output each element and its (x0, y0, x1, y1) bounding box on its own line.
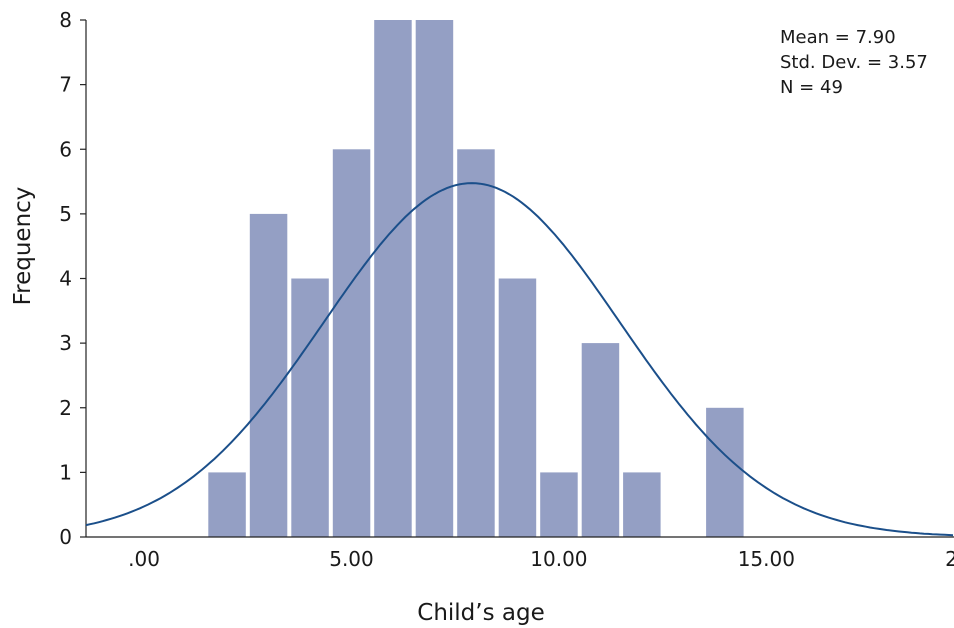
y-tick-label-8: 8 (59, 8, 72, 32)
y-tick-label-5: 5 (59, 202, 72, 226)
histogram-bar-10 (581, 343, 620, 537)
y-tick-label-0: 0 (59, 525, 72, 549)
y-tick-label-6: 6 (59, 137, 72, 161)
histogram-bar-13 (706, 407, 744, 538)
histogram-bar-11 (623, 472, 661, 537)
x-tick-label-5: 5.00 (329, 547, 374, 571)
x-tick-label-10: 10.00 (530, 547, 587, 571)
histogram-bar-7 (457, 149, 495, 538)
x-tick-label-0: .00 (128, 547, 160, 571)
y-tick-label-7: 7 (59, 73, 72, 97)
histogram-bar-9 (540, 472, 578, 537)
y-tick-label-3: 3 (59, 331, 72, 355)
histogram-bars (208, 20, 744, 538)
x-tick-label-20: 20.00 (945, 547, 954, 571)
y-tick-label-4: 4 (59, 267, 72, 291)
normal-curve (85, 182, 954, 537)
histogram-bar-6 (415, 20, 454, 537)
stats-mean: Mean = 7.90 (780, 27, 896, 48)
y-tick-label-1: 1 (59, 460, 72, 484)
x-axis-title: Child’s age (417, 600, 544, 626)
histogram-bar-2 (249, 213, 288, 537)
histogram-bar-3 (291, 278, 329, 537)
stats-std-dev: Std. Dev. = 3.57 (780, 52, 928, 73)
x-axis-ticks: .00 5.00 10.00 15.00 20.00 (128, 547, 954, 571)
histogram-bar-8 (498, 278, 537, 537)
y-axis-title: Frequency (10, 187, 36, 306)
y-tick-label-2: 2 (59, 396, 72, 420)
histogram-bar-4 (332, 149, 371, 538)
x-tick-label-15: 15.00 (738, 547, 795, 571)
histogram-bar-5 (374, 20, 412, 537)
y-axis-ticks: 0 1 2 3 4 5 6 7 8 (59, 8, 86, 549)
histogram-bar-1 (208, 472, 246, 537)
stats-n: N = 49 (780, 77, 843, 98)
